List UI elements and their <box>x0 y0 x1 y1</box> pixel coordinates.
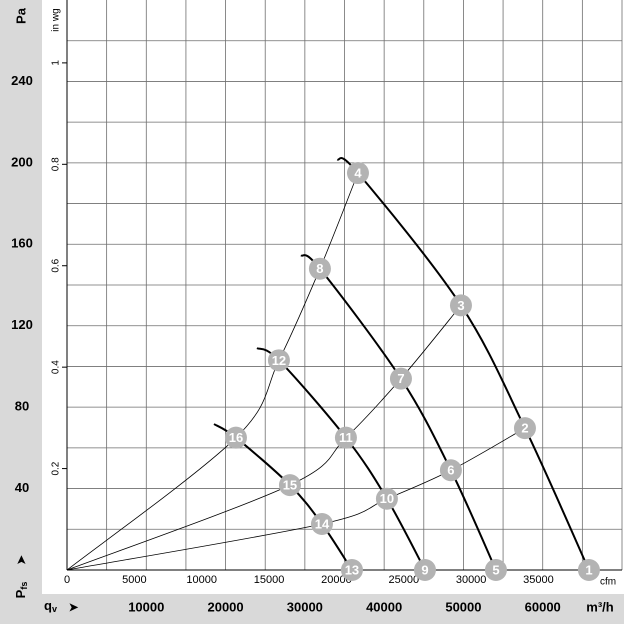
x-axis-name: qv <box>44 598 57 614</box>
operating-point <box>278 474 301 497</box>
y-tick-label: 160 <box>11 236 33 251</box>
y-tick-label: 120 <box>11 317 33 332</box>
bottom-band <box>0 594 624 624</box>
operating-point <box>449 294 472 317</box>
x2-label: cfm <box>600 577 616 588</box>
point-label: 15 <box>283 478 297 493</box>
x2-tick-label: 30000 <box>456 574 487 586</box>
y-axis-name: Pfs <box>13 582 29 599</box>
operating-point <box>340 559 363 581</box>
point-label: 8 <box>316 261 323 276</box>
operating-point <box>308 257 331 280</box>
operating-point <box>513 417 536 440</box>
x-tick-label: 40000 <box>366 599 402 614</box>
operating-point <box>413 559 436 581</box>
point-label: 12 <box>272 353 286 368</box>
point-label: 10 <box>380 491 394 506</box>
left-band <box>0 0 42 624</box>
y-tick-label: 240 <box>11 73 33 88</box>
x2-tick-label: 10000 <box>186 574 217 586</box>
operating-point <box>334 426 357 449</box>
operating-point <box>577 559 600 581</box>
point-label: 5 <box>492 562 499 577</box>
y2-tick-label: 1 <box>51 60 62 66</box>
y-axis-name-main: P <box>13 589 28 598</box>
x-axis-name-main: q <box>44 598 52 613</box>
y-tick-label: 80 <box>15 399 29 414</box>
arrow-icon: ➤ <box>13 554 28 565</box>
operating-point <box>346 162 369 185</box>
x-axis-name-sub: v <box>52 604 57 614</box>
point-label: 16 <box>229 430 243 445</box>
x-tick-label: 30000 <box>287 599 323 614</box>
y-label: Pa <box>13 7 28 24</box>
x2-tick-label: 15000 <box>254 574 285 586</box>
y2-tick-label: 0.8 <box>51 157 62 171</box>
operating-point <box>267 349 290 372</box>
y-axis-name-sub: fs <box>19 582 29 590</box>
point-label: 4 <box>354 165 362 180</box>
x-tick-label: 10000 <box>128 599 164 614</box>
point-label: 6 <box>447 463 454 478</box>
x2-tick-label: 35000 <box>523 574 554 586</box>
point-label: 9 <box>421 562 428 577</box>
point-label: 1 <box>585 562 592 577</box>
point-label: 14 <box>315 516 330 531</box>
operating-point <box>310 512 333 535</box>
x-tick-label: 50000 <box>445 599 481 614</box>
y-tick-label: 40 <box>15 480 29 495</box>
operating-point <box>484 559 507 581</box>
y2-tick-label: 0.2 <box>51 461 62 475</box>
point-label: 11 <box>339 430 353 445</box>
point-label: 3 <box>457 298 464 313</box>
x2-tick-label: 25000 <box>388 574 419 586</box>
x-label: m³/h <box>586 599 614 614</box>
y-tick-label: 200 <box>11 154 33 169</box>
point-label: 7 <box>397 371 404 386</box>
operating-point <box>389 367 412 390</box>
arrow-icon: ➤ <box>68 599 79 614</box>
x-tick-label: 20000 <box>207 599 243 614</box>
system-curve <box>66 172 359 571</box>
system-curve <box>66 427 526 571</box>
system-curve <box>66 305 462 571</box>
y2-tick-label: 0.6 <box>51 258 62 272</box>
x2-tick-label: 5000 <box>122 574 146 586</box>
operating-point <box>439 459 462 482</box>
y2-label: in wg <box>51 8 62 31</box>
x-tick-label: 60000 <box>525 599 561 614</box>
point-label: 2 <box>521 421 528 436</box>
operating-point <box>375 487 398 510</box>
operating-point <box>224 426 247 449</box>
x2-tick-label: 0 <box>64 574 70 586</box>
point-label: 13 <box>345 562 359 577</box>
y2-tick-label: 0.4 <box>51 360 62 374</box>
